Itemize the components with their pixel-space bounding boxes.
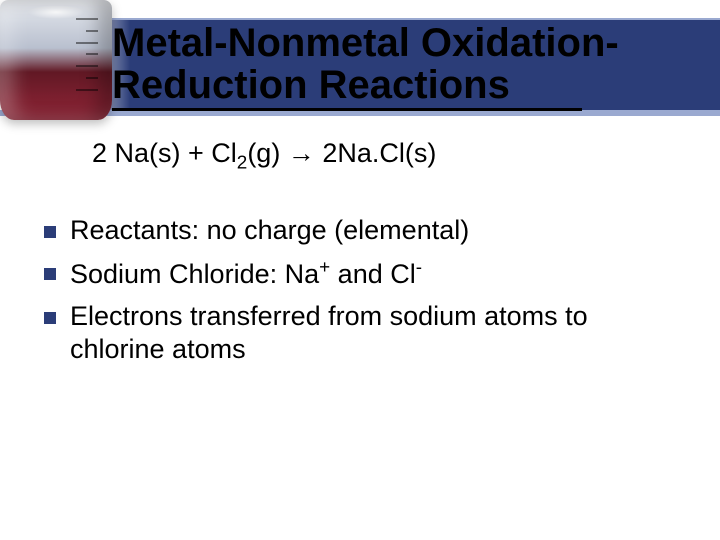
- equation-sub-2: 2: [237, 152, 248, 173]
- bullet-item: Electrons transferred from sodium atoms …: [44, 300, 680, 368]
- title-line-1: Metal-Nonmetal Oxidation-: [112, 21, 619, 65]
- bullet-item: Reactants: no charge (elemental): [44, 214, 680, 248]
- beaker-image: [0, 0, 112, 120]
- superscript-plus: +: [319, 257, 330, 278]
- title-underline: [112, 108, 582, 111]
- bullet-text: Electrons transferred from sodium atoms …: [70, 301, 588, 365]
- bullet-text-b: and Cl: [330, 259, 416, 289]
- bullet-list: Reactants: no charge (elemental) Sodium …: [44, 214, 680, 375]
- slide: Metal-Nonmetal Oxidation- Reduction Reac…: [0, 0, 720, 540]
- equation-mid: (g) → 2Na.Cl(s): [247, 138, 436, 168]
- slide-title: Metal-Nonmetal Oxidation- Reduction Reac…: [112, 22, 704, 106]
- chemical-equation: 2 Na(s) + Cl2(g) → 2Na.Cl(s): [92, 138, 436, 174]
- title-line-2: Reduction Reactions: [112, 63, 510, 107]
- bullet-text: Reactants: no charge (elemental): [70, 215, 469, 245]
- bullet-text-a: Sodium Chloride: Na: [70, 259, 319, 289]
- equation-prefix: 2 Na(s) + Cl: [92, 138, 237, 168]
- bullet-item: Sodium Chloride: Na+ and Cl-: [44, 256, 680, 292]
- superscript-minus: -: [416, 257, 422, 278]
